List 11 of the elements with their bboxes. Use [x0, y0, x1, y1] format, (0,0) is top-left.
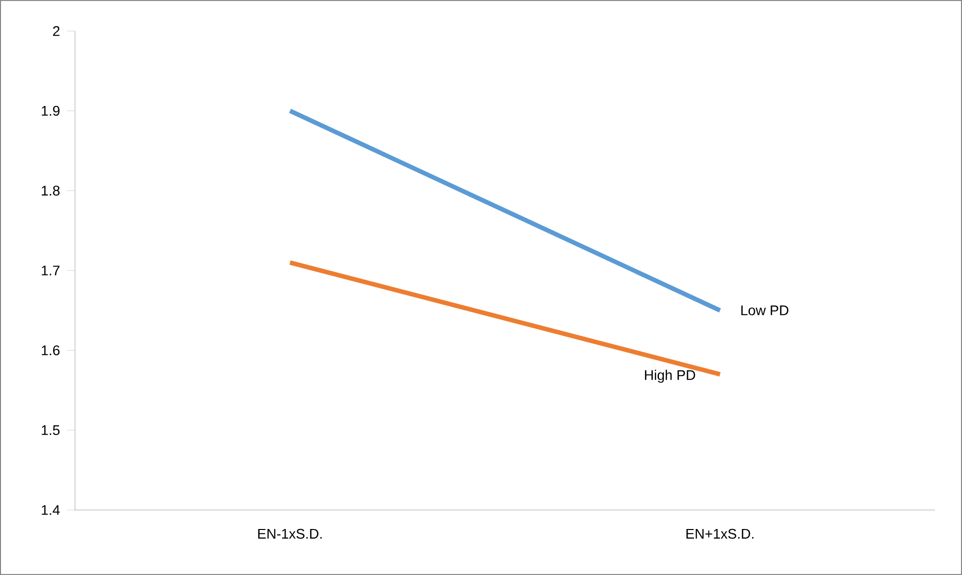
- y-tick-label: 1.5: [42, 425, 60, 436]
- y-tick-label: 1.8: [42, 186, 60, 196]
- x-tick-label: EN+1xS.D.: [686, 528, 754, 539]
- x-tick-label: EN-1xS.D.: [258, 528, 322, 539]
- y-tick-label: 1.9: [42, 106, 60, 116]
- series-label: Low PD: [741, 306, 788, 316]
- series-label: High PD: [645, 370, 696, 383]
- y-tick-label: 2: [53, 26, 60, 36]
- y-tick-label: 1.7: [42, 266, 60, 276]
- y-tick-label: 1.6: [42, 345, 60, 356]
- y-tick-label: 1.4: [42, 505, 60, 515]
